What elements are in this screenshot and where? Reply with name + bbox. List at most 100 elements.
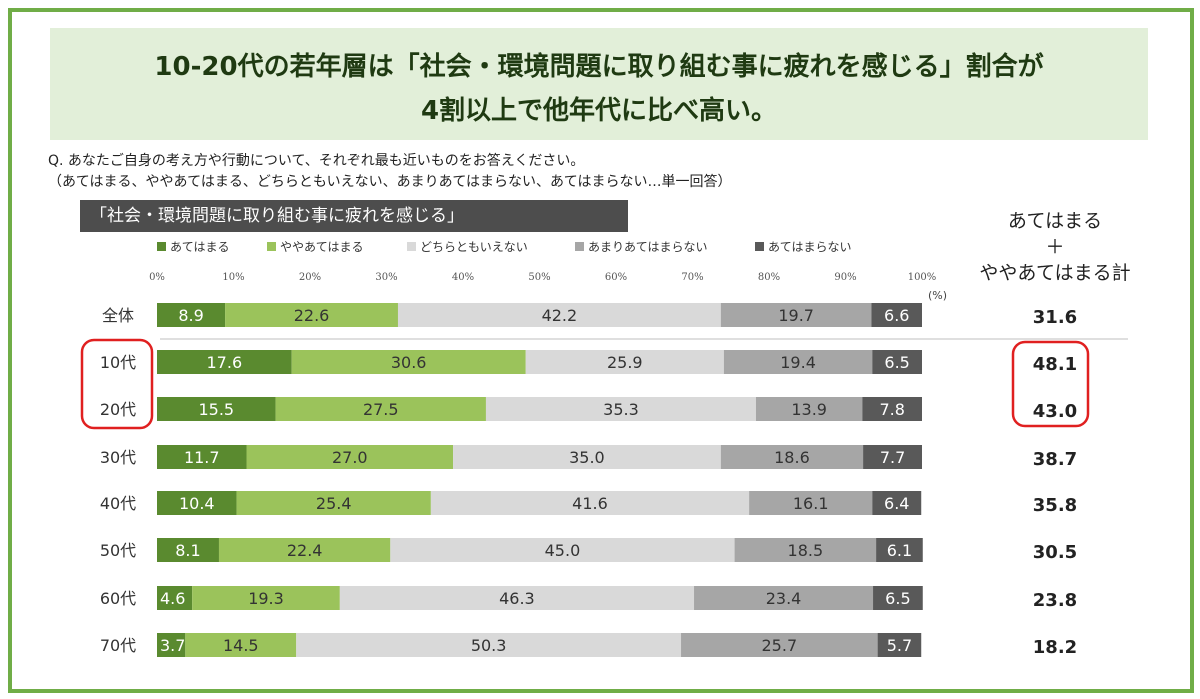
- x-tick-label: 90%: [834, 272, 856, 283]
- bar-segment: [485, 397, 756, 421]
- bar-segment: [872, 350, 922, 374]
- bar-segment: [720, 303, 872, 327]
- unit-label: (%): [928, 289, 947, 302]
- bar-value-label: 6.5: [884, 353, 909, 372]
- bar-segment: [862, 397, 922, 421]
- bar-value-label: 7.7: [880, 448, 905, 467]
- bar-segment: [453, 445, 721, 469]
- bar-value-label: 19.4: [780, 353, 816, 372]
- category-label: 40代: [100, 494, 136, 513]
- bar-segment: [430, 491, 750, 515]
- bar-value-label: 15.5: [198, 400, 234, 419]
- bar-segment: [694, 586, 874, 610]
- bar-segment: [876, 538, 923, 562]
- total-value: 38.7: [1033, 449, 1077, 470]
- bar-value-label: 5.7: [887, 636, 912, 655]
- bar-value-label: 8.9: [178, 306, 203, 325]
- bar-segment: [339, 586, 695, 610]
- bar-segment: [877, 633, 922, 657]
- bar-value-label: 11.7: [184, 448, 220, 467]
- legend-label-0: あてはまる: [170, 240, 230, 254]
- bar-segment: [157, 303, 226, 327]
- legend-swatch-4: [755, 242, 764, 251]
- bar-value-label: 14.5: [223, 636, 259, 655]
- bar-value-label: 13.9: [791, 400, 827, 419]
- x-tick-label: 60%: [605, 272, 627, 283]
- bar-value-label: 6.1: [887, 541, 912, 560]
- category-label: 70代: [100, 636, 136, 655]
- bar-value-label: 16.1: [793, 494, 829, 513]
- bar-value-label: 25.9: [607, 353, 643, 372]
- bar-segment: [157, 586, 193, 610]
- bar-value-label: 27.0: [332, 448, 368, 467]
- title-line-1: 10-20代の若年層は「社会・環境問題に取り組む事に疲れを感じる」割合が: [154, 52, 1044, 82]
- bar-value-label: 6.6: [884, 306, 909, 325]
- category-label: 10代: [100, 353, 136, 372]
- bar-value-label: 25.7: [762, 636, 798, 655]
- total-value: 30.5: [1033, 542, 1077, 563]
- bar-value-label: 4.6: [160, 589, 185, 608]
- title-banner: 10-20代の若年層は「社会・環境問題に取り組む事に疲れを感じる」割合が 4割以…: [50, 28, 1148, 140]
- bar-segment: [873, 586, 923, 610]
- bar-segment: [185, 633, 297, 657]
- bar-segment: [720, 445, 864, 469]
- x-tick-label: 50%: [528, 272, 550, 283]
- total-value: 43.0: [1033, 401, 1077, 422]
- bar-segment: [397, 303, 721, 327]
- bar-value-label: 6.5: [885, 589, 910, 608]
- bar-value-label: 19.3: [248, 589, 284, 608]
- bar-segment: [275, 397, 486, 421]
- category-label: 50代: [100, 541, 136, 560]
- highlight-box-categories: [80, 338, 154, 430]
- bar-value-label: 35.3: [603, 400, 639, 419]
- bar-value-label: 17.6: [207, 353, 243, 372]
- x-tick-label: 100%: [908, 272, 937, 283]
- bar-value-label: 27.5: [363, 400, 399, 419]
- bar-segment: [871, 303, 922, 327]
- category-label: 全体: [102, 306, 134, 325]
- bar-segment: [291, 350, 526, 374]
- bar-value-label: 18.5: [788, 541, 824, 560]
- bar-segment: [157, 350, 292, 374]
- legend-swatch-0: [157, 242, 166, 251]
- bar-segment: [863, 445, 922, 469]
- bar-segment: [525, 350, 724, 374]
- bar-segment: [236, 491, 431, 515]
- bar-segment: [157, 445, 247, 469]
- bar-segment: [157, 538, 219, 562]
- bar-value-label: 41.6: [572, 494, 608, 513]
- x-tick-label: 0%: [149, 272, 165, 283]
- answer-note: （あてはまる、ややあてはまる、どちらともいえない、あまりあてはまらない、あてはま…: [48, 174, 732, 190]
- category-label: 60代: [100, 589, 136, 608]
- bar-segment: [723, 350, 873, 374]
- bar-value-label: 18.6: [774, 448, 810, 467]
- legend-swatch-3: [575, 242, 584, 251]
- total-value: 31.6: [1033, 307, 1077, 328]
- total-header-line-3: ややあてはまる計: [979, 262, 1131, 284]
- total-header-line-2: ＋: [1045, 236, 1065, 258]
- x-tick-label: 40%: [452, 272, 474, 283]
- category-label: 30代: [100, 448, 136, 467]
- title-line-2: 4割以上で他年代に比べ高い。: [420, 96, 778, 126]
- x-tick-label: 80%: [758, 272, 780, 283]
- bar-segment: [872, 491, 922, 515]
- legend-swatch-1: [267, 242, 276, 251]
- x-tick-label: 30%: [375, 272, 397, 283]
- bar-segment: [218, 538, 391, 562]
- legend-swatch-2: [407, 242, 416, 251]
- bar-value-label: 42.2: [542, 306, 578, 325]
- bar-value-label: 30.6: [391, 353, 427, 372]
- bar-segment: [192, 586, 340, 610]
- bar-segment: [246, 445, 454, 469]
- legend-label-4: あてはまらない: [768, 240, 852, 254]
- legend-label-2: どちらともいえない: [420, 240, 528, 254]
- bar-value-label: 25.4: [316, 494, 352, 513]
- x-tick-label: 10%: [222, 272, 244, 283]
- bar-value-label: 45.0: [545, 541, 581, 560]
- legend-label-3: あまりあてはまらない: [588, 240, 708, 254]
- bar-segment: [734, 538, 877, 562]
- bar-segment: [157, 633, 186, 657]
- bar-value-label: 8.1: [175, 541, 200, 560]
- bar-segment: [296, 633, 682, 657]
